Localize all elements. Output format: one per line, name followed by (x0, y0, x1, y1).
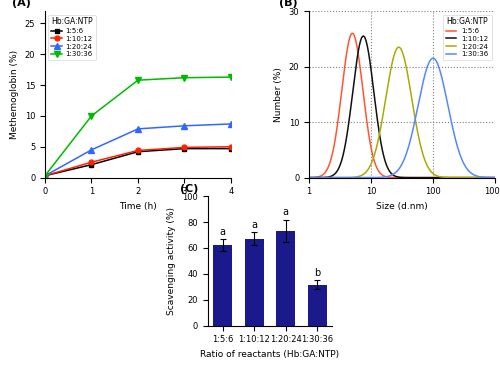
1:20:24 (316, 175, 322, 180)
1:5:6 (452, 175, 458, 180)
1:5:6 (182, 147, 188, 151)
1:10:12 (452, 175, 458, 180)
Y-axis label: Methemoglobin (%): Methemoglobin (%) (10, 50, 19, 139)
1:5:6 (486, 175, 492, 180)
Text: a: a (251, 220, 257, 230)
Line: 1:5:6: 1:5:6 (42, 146, 234, 178)
Line: 1:20:24: 1:20:24 (42, 121, 234, 179)
1:20:24 (392, 51, 398, 56)
Y-axis label: Scavenging activity (%): Scavenging activity (%) (168, 207, 176, 315)
1:10:12 (42, 174, 48, 178)
1:5:6 (350, 31, 356, 36)
1:10:12 (306, 175, 312, 180)
Line: 1:30:36: 1:30:36 (309, 58, 495, 178)
1:20:24 (306, 175, 312, 180)
1:20:24 (486, 175, 492, 180)
1:30:36 (88, 114, 94, 118)
1:10:12 (228, 145, 234, 149)
Bar (308, 285, 327, 326)
1:10:12 (360, 34, 366, 38)
1:30:36 (392, 171, 398, 176)
1:20:24 (182, 124, 188, 128)
1:20:24 (492, 175, 498, 180)
1:10:12 (486, 175, 492, 180)
Text: a: a (220, 227, 226, 237)
1:5:6 (316, 175, 322, 179)
1:5:6 (42, 174, 48, 178)
1:30:36 (316, 175, 322, 180)
Line: 1:10:12: 1:10:12 (42, 144, 234, 178)
Text: (A): (A) (12, 0, 30, 8)
Text: (C): (C) (180, 184, 199, 194)
1:20:24 (135, 127, 141, 131)
1:20:24 (88, 148, 94, 152)
Line: 1:30:36: 1:30:36 (42, 74, 234, 179)
1:5:6 (486, 175, 492, 180)
1:20:24 (396, 45, 402, 50)
X-axis label: Time (h): Time (h) (119, 202, 157, 211)
1:5:6 (306, 175, 312, 180)
1:30:36 (486, 175, 492, 180)
1:30:36 (42, 174, 48, 178)
1:10:12 (486, 175, 492, 180)
1:5:6 (396, 175, 402, 180)
Text: b: b (314, 268, 320, 278)
Bar (213, 245, 232, 326)
1:30:36 (492, 175, 498, 180)
1:20:24 (452, 175, 458, 180)
1:30:36 (452, 138, 458, 142)
Legend: 1:5:6, 1:10:12, 1:20:24, 1:30:36: 1:5:6, 1:10:12, 1:20:24, 1:30:36 (443, 14, 492, 60)
1:20:24 (486, 175, 492, 180)
Bar (244, 239, 264, 326)
1:30:36 (486, 175, 492, 180)
Bar (276, 231, 295, 326)
1:10:12 (135, 148, 141, 153)
X-axis label: Size (d.nm): Size (d.nm) (376, 202, 428, 211)
X-axis label: Ratio of reactants (Hb:GA:NTP): Ratio of reactants (Hb:GA:NTP) (200, 350, 340, 359)
1:30:36 (430, 56, 436, 61)
1:10:12 (396, 175, 402, 179)
Text: a: a (283, 208, 289, 218)
Line: 1:10:12: 1:10:12 (309, 36, 495, 178)
1:10:12 (316, 175, 322, 180)
1:5:6 (135, 149, 141, 154)
1:20:24 (396, 45, 402, 50)
1:30:36 (135, 78, 141, 83)
1:10:12 (88, 160, 94, 164)
1:30:36 (182, 75, 188, 80)
1:5:6 (392, 175, 398, 180)
Line: 1:20:24: 1:20:24 (309, 47, 495, 178)
1:5:6 (228, 147, 234, 151)
1:10:12 (492, 175, 498, 180)
1:30:36 (228, 75, 234, 79)
1:30:36 (396, 166, 402, 171)
1:20:24 (228, 122, 234, 126)
1:30:36 (306, 175, 312, 180)
1:10:12 (182, 145, 188, 149)
Y-axis label: Number (%): Number (%) (274, 67, 283, 122)
1:20:24 (42, 174, 48, 178)
Line: 1:5:6: 1:5:6 (309, 33, 495, 178)
1:5:6 (492, 175, 498, 180)
Legend: 1:5:6, 1:10:12, 1:20:24, 1:30:36: 1:5:6, 1:10:12, 1:20:24, 1:30:36 (48, 14, 96, 60)
1:5:6 (88, 162, 94, 167)
Text: (B): (B) (280, 0, 298, 8)
1:10:12 (392, 174, 398, 178)
